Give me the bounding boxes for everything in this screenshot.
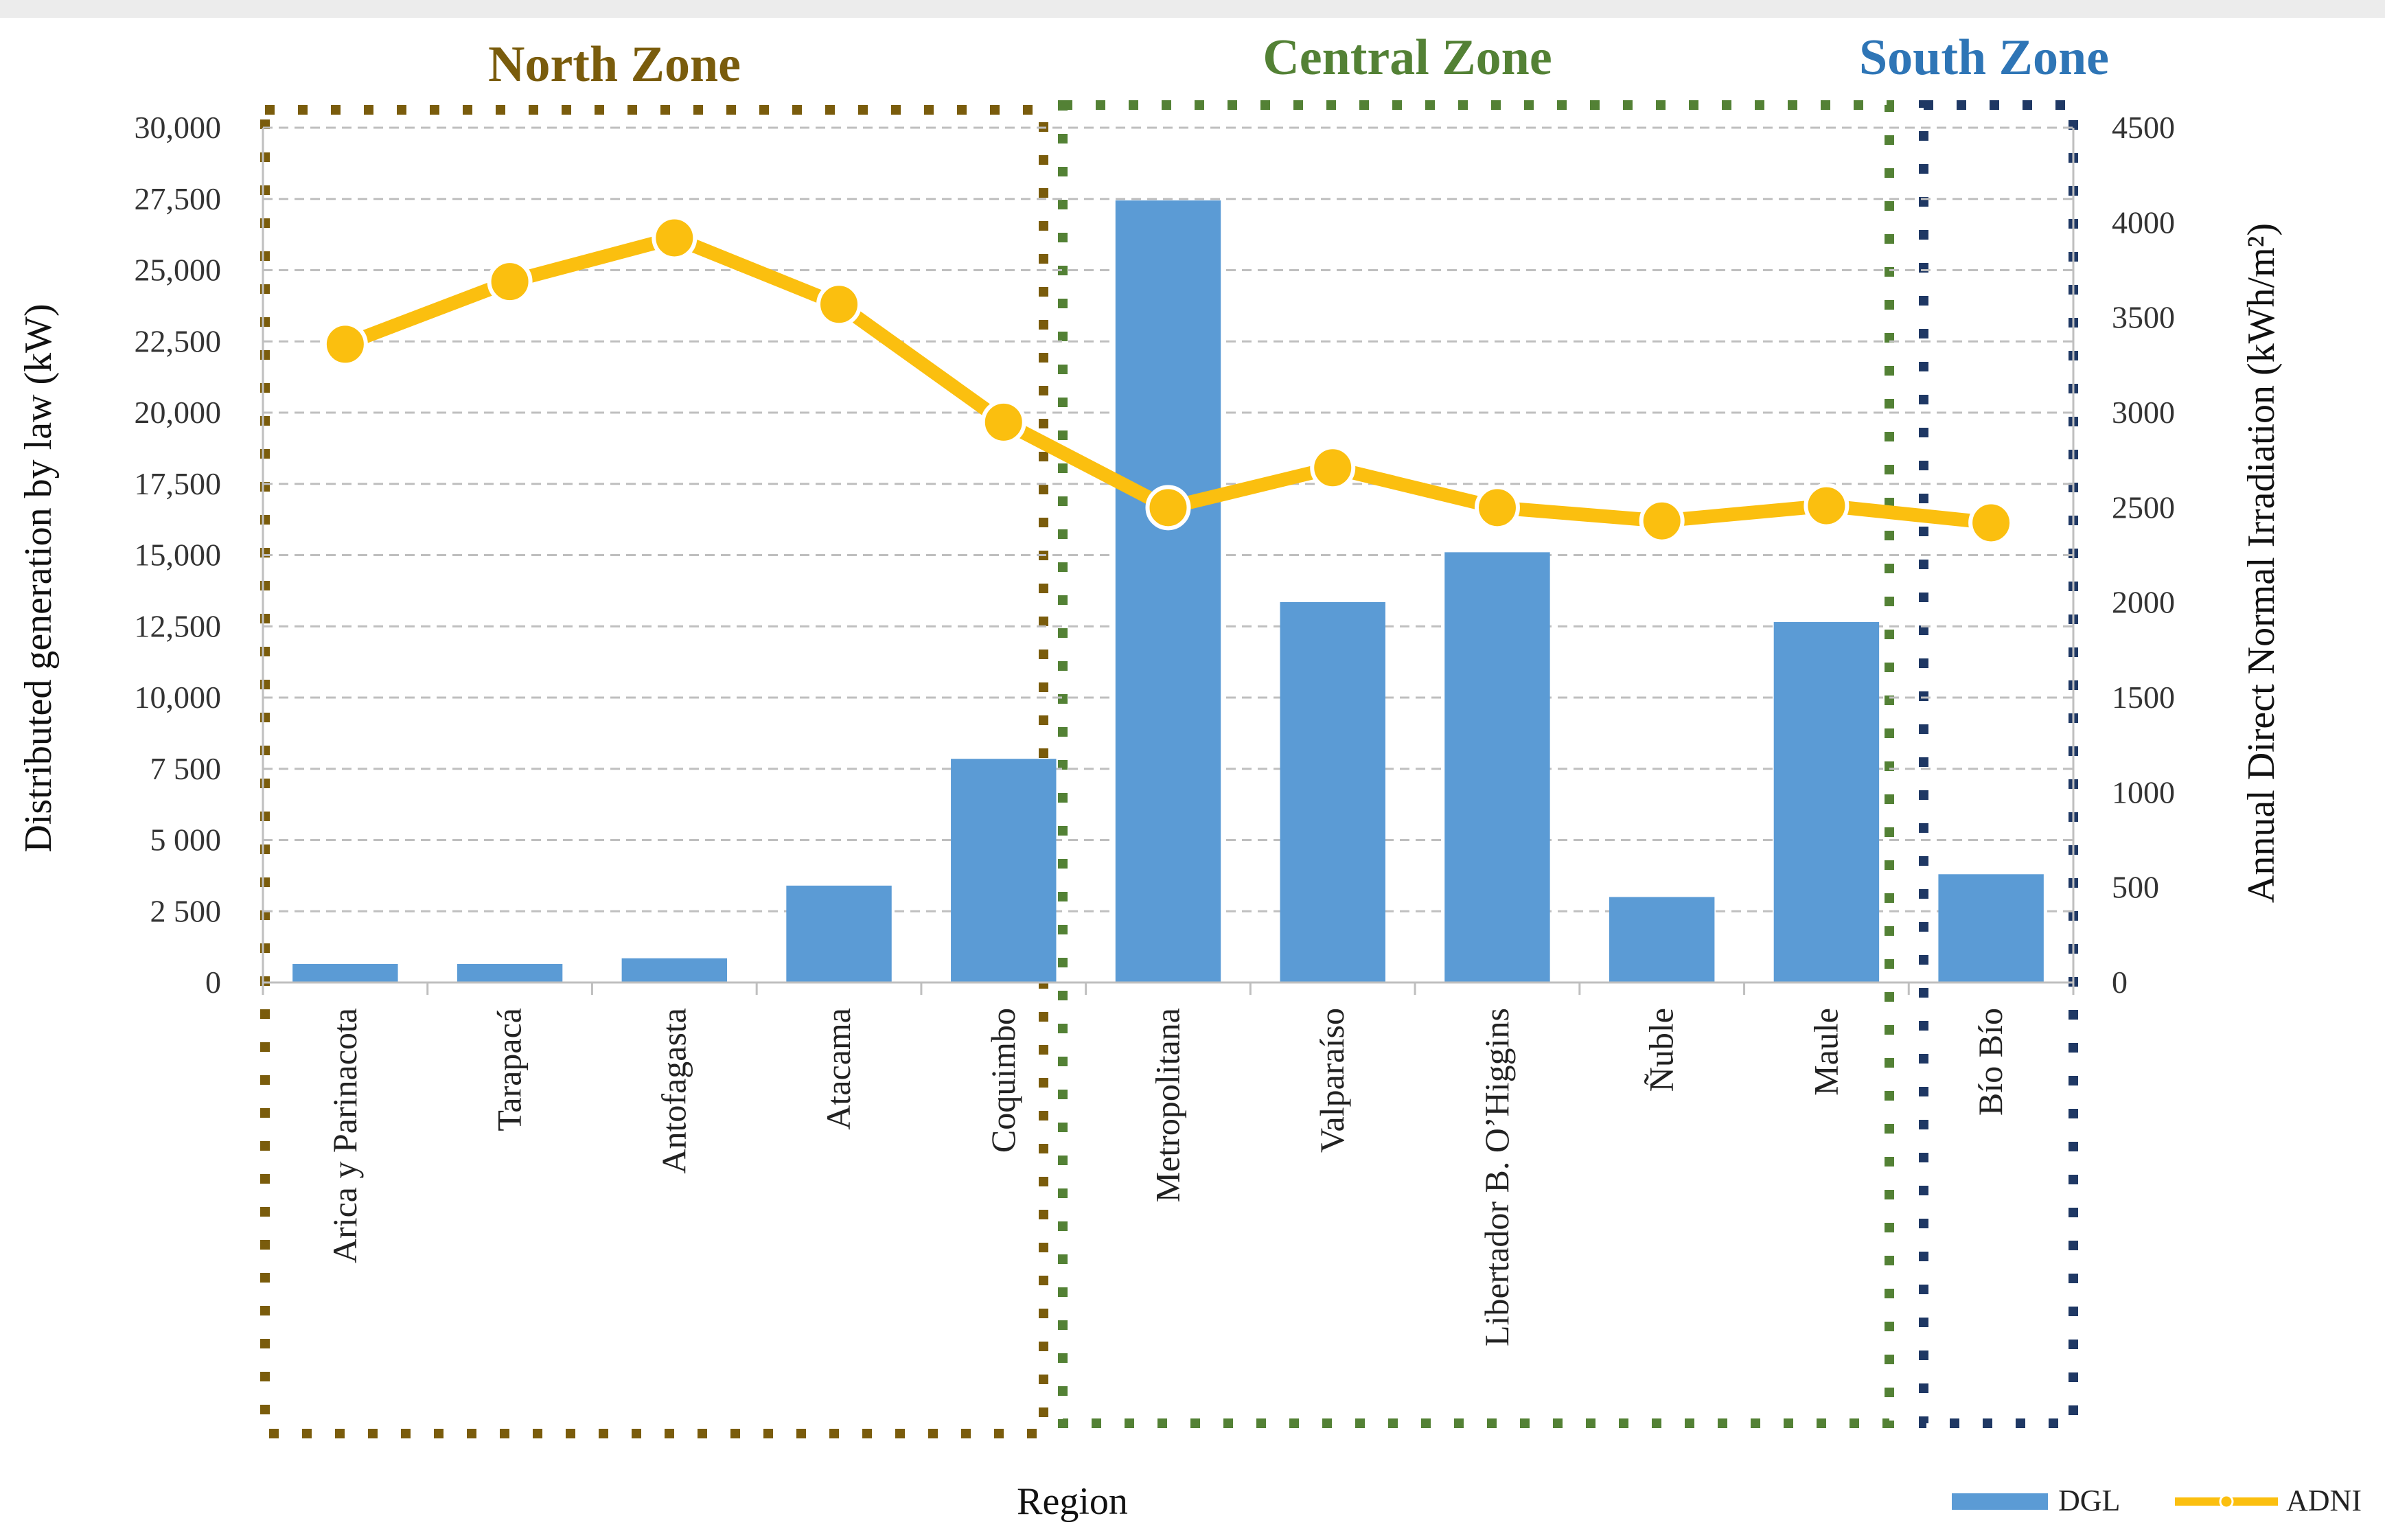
x-tick-label: Atacama — [819, 1008, 857, 1130]
y-tick-label: 22,500 — [135, 323, 222, 358]
bar-2 — [621, 958, 728, 982]
adni-line-series — [322, 215, 2014, 546]
adni-point-2 — [652, 215, 698, 261]
y-tick-label: 27,500 — [135, 181, 222, 216]
y2-tick-label: 4000 — [2112, 205, 2175, 240]
adni-point-1 — [487, 259, 533, 305]
y2-tick-label: 2000 — [2112, 585, 2175, 620]
x-tick-label: Valparaíso — [1313, 1008, 1351, 1153]
axes — [262, 128, 2075, 995]
y2-tick-label: 1500 — [2112, 680, 2175, 715]
x-tick-label: Antofagasta — [654, 1008, 693, 1174]
zone-label-south: South Zone — [1859, 30, 2109, 86]
adni-point-8 — [1639, 498, 1685, 544]
bar-5 — [1115, 200, 1221, 983]
adni-point-10 — [1968, 500, 2014, 546]
bar-7 — [1444, 552, 1550, 982]
adni-point-6 — [1310, 445, 1356, 491]
x-tick-label: Libertador B. O’Higgins — [1477, 1008, 1516, 1346]
legend-swatch-dgl — [1952, 1493, 2048, 1510]
x-tick-label: Arica y Parinacota — [325, 1008, 364, 1263]
legend-label-dgl: DGL — [2058, 1484, 2120, 1517]
y-axis-title: Distributed generation by law (kW) — [17, 303, 60, 852]
legend: DGL ADNI — [1952, 1484, 2362, 1517]
legend-label-adni: ADNI — [2286, 1484, 2362, 1517]
dgl-bars — [292, 200, 2044, 983]
zone-box-2 — [1919, 100, 2078, 1428]
adni-point-3 — [816, 281, 862, 327]
y-tick-label: 5 000 — [150, 823, 222, 858]
zone-label-central: Central Zone — [1263, 30, 1552, 86]
y-tick-label: 10,000 — [135, 680, 222, 715]
axis-labels: 0 2 500 5 000 7 500 10,000 12,500 15,000 17,500… — [135, 110, 2176, 1346]
bar-9 — [1773, 622, 1880, 982]
y-tick-label: 20,000 — [135, 395, 222, 430]
y2-tick-label: 0 — [2112, 965, 2128, 1000]
bar-4 — [951, 759, 1057, 982]
y2-tick-label: 3000 — [2112, 395, 2175, 430]
y-tick-label: 30,000 — [135, 110, 222, 145]
zone-box-0 — [260, 105, 1048, 1438]
adni-point-5 — [1145, 485, 1191, 531]
y2-tick-label: 500 — [2112, 870, 2159, 905]
y2-tick-label: 4500 — [2112, 110, 2175, 145]
zone-boxes — [260, 100, 2078, 1438]
y-tick-label: 0 — [205, 965, 221, 1000]
y2-tick-label: 1000 — [2112, 774, 2175, 809]
bar-10 — [1938, 874, 2044, 982]
y2-axis-title: Annual Direct Normal Irradiation (kWh/m²… — [2240, 223, 2283, 903]
zone-label-north: North Zone — [488, 36, 741, 93]
y-tick-label: 17,500 — [135, 466, 222, 501]
top-divider — [0, 0, 2385, 18]
x-tick-label: Bío Bío — [1971, 1008, 2009, 1116]
adni-point-0 — [322, 321, 368, 367]
y2-tick-label: 3500 — [2112, 300, 2175, 335]
adni-point-4 — [980, 399, 1026, 445]
bar-1 — [457, 964, 563, 982]
x-tick-label: Ñuble — [1642, 1008, 1681, 1092]
zone-box-1 — [1058, 100, 1894, 1428]
y-tick-label: 25,000 — [135, 253, 222, 288]
y2-tick-label: 2500 — [2112, 490, 2175, 525]
bar-0 — [292, 964, 398, 982]
x-tick-label: Tarapacá — [490, 1008, 529, 1131]
bar-3 — [786, 885, 892, 982]
adni-point-9 — [1804, 483, 1850, 529]
y-tick-label: 7 500 — [150, 751, 222, 786]
x-tick-label: Coquimbo — [984, 1008, 1022, 1153]
bar-6 — [1280, 601, 1385, 982]
x-tick-label: Maule — [1806, 1008, 1845, 1096]
legend-marker-adni — [2219, 1494, 2234, 1509]
y-tick-label: 12,500 — [135, 608, 222, 643]
x-axis-title: Region — [1017, 1480, 1128, 1523]
x-tick-label: Metropolitana — [1149, 1008, 1187, 1202]
adni-point-7 — [1474, 485, 1520, 531]
y-tick-label: 2 500 — [150, 893, 222, 928]
y-tick-label: 15,000 — [135, 538, 222, 573]
bar-8 — [1609, 897, 1715, 982]
